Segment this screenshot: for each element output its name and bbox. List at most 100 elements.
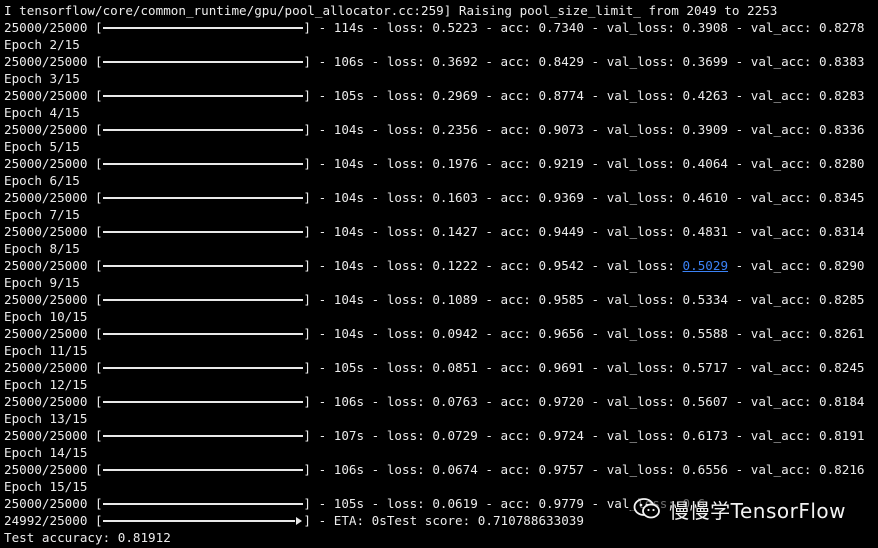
progress-line: 25000/25000 [] - 104s - loss: 0.1089 - a… bbox=[4, 291, 878, 308]
line-text: Epoch 15/15 bbox=[4, 479, 88, 494]
progress-count: 25000/25000 bbox=[4, 156, 95, 171]
terminal-line: Epoch 12/15 bbox=[4, 376, 878, 393]
highlighted-value[interactable]: 0.5029 bbox=[682, 258, 729, 273]
progress-bracket-right: ] bbox=[303, 513, 311, 528]
progress-bracket-right: ] bbox=[303, 258, 311, 273]
progress-bracket-left: [ bbox=[95, 394, 103, 409]
progress-fill bbox=[103, 299, 303, 301]
terminal-line: Epoch 10/15 bbox=[4, 308, 878, 325]
progress-bar: [] bbox=[95, 359, 311, 376]
progress-bracket-left: [ bbox=[95, 292, 103, 307]
progress-bracket-right: ] bbox=[303, 122, 311, 137]
progress-metrics: - 107s - loss: 0.0729 - acc: 0.9724 - va… bbox=[311, 428, 865, 443]
progress-metrics: - 104s - loss: 0.2356 - acc: 0.9073 - va… bbox=[311, 122, 865, 137]
progress-line: 25000/25000 [] - 107s - loss: 0.0729 - a… bbox=[4, 427, 878, 444]
progress-fill bbox=[103, 517, 302, 525]
progress-bracket-left: [ bbox=[95, 428, 103, 443]
progress-count: 25000/25000 bbox=[4, 292, 95, 307]
progress-count: 25000/25000 bbox=[4, 88, 95, 103]
progress-metrics: - 104s - loss: 0.1222 - acc: 0.9542 - va… bbox=[311, 258, 683, 273]
progress-bracket-right: ] bbox=[303, 190, 311, 205]
terminal-line: Epoch 9/15 bbox=[4, 274, 878, 291]
progress-bracket-left: [ bbox=[95, 122, 103, 137]
line-text: Epoch 6/15 bbox=[4, 173, 80, 188]
line-text: Epoch 3/15 bbox=[4, 71, 80, 86]
progress-line: 25000/25000 [] - 104s - loss: 0.1427 - a… bbox=[4, 223, 878, 240]
progress-bracket-right: ] bbox=[303, 428, 311, 443]
progress-bracket-left: [ bbox=[95, 20, 103, 35]
progress-bracket-left: [ bbox=[95, 258, 103, 273]
terminal-line: Epoch 3/15 bbox=[4, 70, 878, 87]
terminal-line: Epoch 11/15 bbox=[4, 342, 878, 359]
progress-fill bbox=[103, 61, 303, 63]
progress-fill bbox=[103, 95, 303, 97]
terminal-line: Epoch 13/15 bbox=[4, 410, 878, 427]
progress-bar: [] bbox=[95, 121, 311, 138]
progress-bar: [] bbox=[95, 189, 311, 206]
progress-bracket-left: [ bbox=[95, 496, 103, 511]
progress-bracket-right: ] bbox=[303, 54, 311, 69]
progress-count: 25000/25000 bbox=[4, 190, 95, 205]
progress-bracket-left: [ bbox=[95, 54, 103, 69]
line-text: Epoch 7/15 bbox=[4, 207, 80, 222]
progress-metrics: - 106s - loss: 0.3692 - acc: 0.8429 - va… bbox=[311, 54, 865, 69]
line-text: Epoch 11/15 bbox=[4, 343, 88, 358]
progress-line: 25000/25000 [] - 105s - loss: 0.2969 - a… bbox=[4, 87, 878, 104]
terminal-lines: I tensorflow/core/common_runtime/gpu/poo… bbox=[4, 2, 878, 546]
progress-bracket-left: [ bbox=[95, 326, 103, 341]
progress-fill bbox=[103, 265, 303, 267]
progress-count: 25000/25000 bbox=[4, 224, 95, 239]
progress-bracket-right: ] bbox=[303, 156, 311, 171]
progress-count: 25000/25000 bbox=[4, 462, 95, 477]
progress-bracket-left: [ bbox=[95, 462, 103, 477]
clipped-previous-line: ' ' ' ' '' ' bbox=[0, 0, 320, 2]
progress-bar: [] bbox=[95, 461, 311, 478]
progress-line: 25000/25000 [] - 104s - loss: 0.1976 - a… bbox=[4, 155, 878, 172]
progress-count: 25000/25000 bbox=[4, 428, 95, 443]
progress-bar: [] bbox=[95, 325, 311, 342]
progress-bar: [] bbox=[95, 427, 311, 444]
progress-line: 25000/25000 [] - 106s - loss: 0.0674 - a… bbox=[4, 461, 878, 478]
progress-metrics: - 114s - loss: 0.5223 - acc: 0.7340 - va… bbox=[311, 20, 865, 35]
watermark-text: 慢慢学TensorFlow bbox=[669, 498, 846, 523]
progress-bracket-left: [ bbox=[95, 224, 103, 239]
line-text: Epoch 8/15 bbox=[4, 241, 80, 256]
progress-bracket-right: ] bbox=[303, 326, 311, 341]
terminal-line: Test accuracy: 0.81912 bbox=[4, 529, 878, 546]
progress-metrics: - 104s - loss: 0.1427 - acc: 0.9449 - va… bbox=[311, 224, 865, 239]
progress-fill bbox=[103, 469, 303, 471]
progress-fill bbox=[103, 231, 303, 233]
progress-metrics: - 105s - loss: 0.2969 - acc: 0.8774 - va… bbox=[311, 88, 865, 103]
line-text: Epoch 14/15 bbox=[4, 445, 88, 460]
progress-line: 24992/25000 [] - ETA: 0sTest score: 0.71… bbox=[4, 512, 878, 529]
progress-line: 25000/25000 [] - 104s - loss: 0.2356 - a… bbox=[4, 121, 878, 138]
progress-bracket-right: ] bbox=[303, 360, 311, 375]
line-text: Test accuracy: 0.81912 bbox=[4, 530, 171, 545]
progress-bracket-right: ] bbox=[303, 224, 311, 239]
progress-line: 25000/25000 [] - 105s - loss: 0.0851 - a… bbox=[4, 359, 878, 376]
line-text: Epoch 9/15 bbox=[4, 275, 80, 290]
progress-metrics: - 104s - loss: 0.1976 - acc: 0.9219 - va… bbox=[311, 156, 865, 171]
terminal-line: Epoch 8/15 bbox=[4, 240, 878, 257]
progress-fill bbox=[103, 27, 303, 29]
progress-bar: [] bbox=[95, 87, 311, 104]
progress-metrics: - 104s - loss: 0.1089 - acc: 0.9585 - va… bbox=[311, 292, 865, 307]
progress-line: 25000/25000 [] - 114s - loss: 0.5223 - a… bbox=[4, 19, 878, 36]
progress-count: 25000/25000 bbox=[4, 54, 95, 69]
line-text: Epoch 13/15 bbox=[4, 411, 88, 426]
progress-bracket-left: [ bbox=[95, 360, 103, 375]
progress-fill bbox=[103, 163, 303, 165]
wechat-icon bbox=[633, 497, 661, 521]
progress-bar: [] bbox=[95, 155, 311, 172]
progress-bar: [] bbox=[95, 223, 311, 240]
progress-metrics: - ETA: 0sTest score: 0.710788633039 bbox=[311, 513, 584, 528]
line-text: Epoch 12/15 bbox=[4, 377, 88, 392]
progress-bar: [] bbox=[95, 19, 311, 36]
progress-metrics: - 104s - loss: 0.1603 - acc: 0.9369 - va… bbox=[311, 190, 865, 205]
progress-bracket-right: ] bbox=[303, 394, 311, 409]
progress-bar: [] bbox=[95, 495, 311, 512]
progress-bracket-left: [ bbox=[95, 156, 103, 171]
progress-bar: [] bbox=[95, 257, 311, 274]
line-text: I tensorflow/core/common_runtime/gpu/poo… bbox=[4, 3, 778, 18]
